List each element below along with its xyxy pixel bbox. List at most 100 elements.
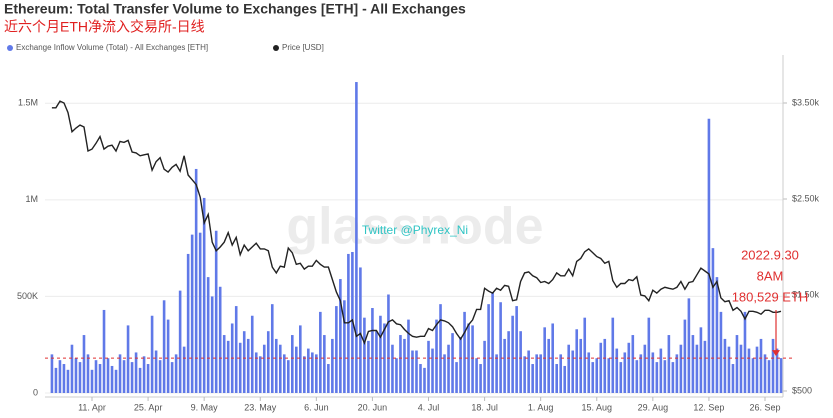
bar bbox=[363, 317, 366, 393]
bar bbox=[94, 360, 98, 393]
bar bbox=[118, 354, 122, 393]
bar bbox=[679, 344, 683, 393]
y2-tick-label: $1.50k bbox=[792, 289, 820, 299]
bar bbox=[675, 354, 679, 393]
bar bbox=[779, 358, 783, 393]
bar bbox=[651, 352, 655, 393]
x-tick-label: 12. Sep bbox=[693, 402, 724, 412]
y2-tick-label: $500 bbox=[792, 385, 812, 395]
bar bbox=[134, 352, 138, 393]
bar bbox=[475, 358, 478, 393]
bar bbox=[451, 333, 454, 393]
bar bbox=[54, 367, 58, 393]
bar bbox=[162, 300, 166, 393]
y-tick-label: 500K bbox=[17, 291, 38, 301]
bar bbox=[222, 335, 226, 393]
bar bbox=[671, 362, 675, 393]
bar bbox=[154, 350, 158, 393]
bar bbox=[743, 311, 747, 393]
x-tick-label: 18. Jul bbox=[471, 402, 498, 412]
bar bbox=[455, 362, 458, 393]
bar bbox=[126, 325, 130, 393]
bar bbox=[198, 232, 202, 393]
bar bbox=[755, 346, 759, 393]
bar bbox=[575, 329, 579, 393]
bar bbox=[663, 360, 667, 393]
bar bbox=[130, 362, 134, 393]
bar bbox=[282, 354, 286, 393]
bar bbox=[262, 344, 266, 393]
bar bbox=[339, 279, 342, 393]
bar bbox=[234, 306, 238, 393]
bar bbox=[355, 82, 358, 393]
bar bbox=[407, 319, 410, 393]
bar bbox=[587, 352, 591, 393]
bar bbox=[623, 352, 627, 393]
bar bbox=[86, 354, 90, 393]
bar bbox=[307, 348, 310, 393]
bar bbox=[495, 354, 498, 393]
bar bbox=[295, 346, 298, 393]
bar bbox=[110, 365, 114, 393]
bar bbox=[471, 325, 474, 393]
bar bbox=[443, 354, 446, 393]
x-tick-label: 1. Aug bbox=[528, 402, 554, 412]
y-tick-label: 1M bbox=[25, 194, 38, 204]
y-tick-label: 1.5M bbox=[18, 98, 38, 108]
bar bbox=[727, 346, 731, 393]
bar bbox=[122, 360, 126, 393]
bar bbox=[335, 306, 338, 393]
bar bbox=[403, 338, 406, 393]
bar bbox=[50, 354, 54, 393]
bar bbox=[266, 331, 270, 393]
bar bbox=[731, 364, 735, 393]
bar bbox=[327, 364, 330, 393]
bar bbox=[411, 350, 414, 393]
bar bbox=[767, 360, 771, 393]
x-tick-label: 25. Apr bbox=[134, 402, 163, 412]
bar bbox=[719, 311, 723, 393]
bar bbox=[202, 197, 206, 393]
bar bbox=[182, 346, 186, 393]
bar bbox=[98, 364, 102, 393]
bar bbox=[106, 358, 110, 393]
bar bbox=[331, 338, 334, 393]
x-tick-label: 11. Apr bbox=[78, 402, 106, 412]
bar bbox=[583, 317, 587, 393]
bar bbox=[74, 358, 78, 393]
bar bbox=[707, 118, 711, 393]
chart-title: Ethereum: Total Transfer Volume to Excha… bbox=[4, 1, 466, 17]
bar bbox=[735, 335, 739, 393]
bar bbox=[739, 344, 743, 393]
bar bbox=[90, 369, 94, 393]
chart-subtitle: 近六个月ETH净流入交易所-日线 bbox=[4, 19, 205, 35]
bar bbox=[278, 344, 282, 393]
bar bbox=[359, 267, 362, 393]
bar bbox=[371, 308, 374, 393]
bar bbox=[226, 340, 230, 393]
bar bbox=[659, 348, 663, 393]
bar bbox=[759, 338, 763, 393]
bar bbox=[427, 340, 430, 393]
bar bbox=[515, 306, 518, 393]
legend-marker bbox=[7, 45, 13, 51]
bar bbox=[527, 350, 530, 393]
bar bbox=[499, 302, 502, 393]
bar bbox=[695, 344, 699, 393]
bar bbox=[535, 354, 538, 393]
bar bbox=[387, 294, 390, 393]
bar bbox=[78, 362, 82, 393]
price-line bbox=[51, 100, 782, 345]
bar bbox=[242, 331, 246, 393]
bar bbox=[667, 335, 671, 393]
bar bbox=[114, 369, 118, 393]
bar bbox=[595, 358, 599, 393]
bar bbox=[174, 354, 178, 393]
bar bbox=[303, 356, 306, 393]
bar bbox=[170, 362, 174, 393]
bar bbox=[655, 362, 659, 393]
bar bbox=[315, 354, 318, 393]
bar bbox=[395, 358, 398, 393]
bar bbox=[142, 356, 146, 393]
bar bbox=[747, 348, 751, 393]
